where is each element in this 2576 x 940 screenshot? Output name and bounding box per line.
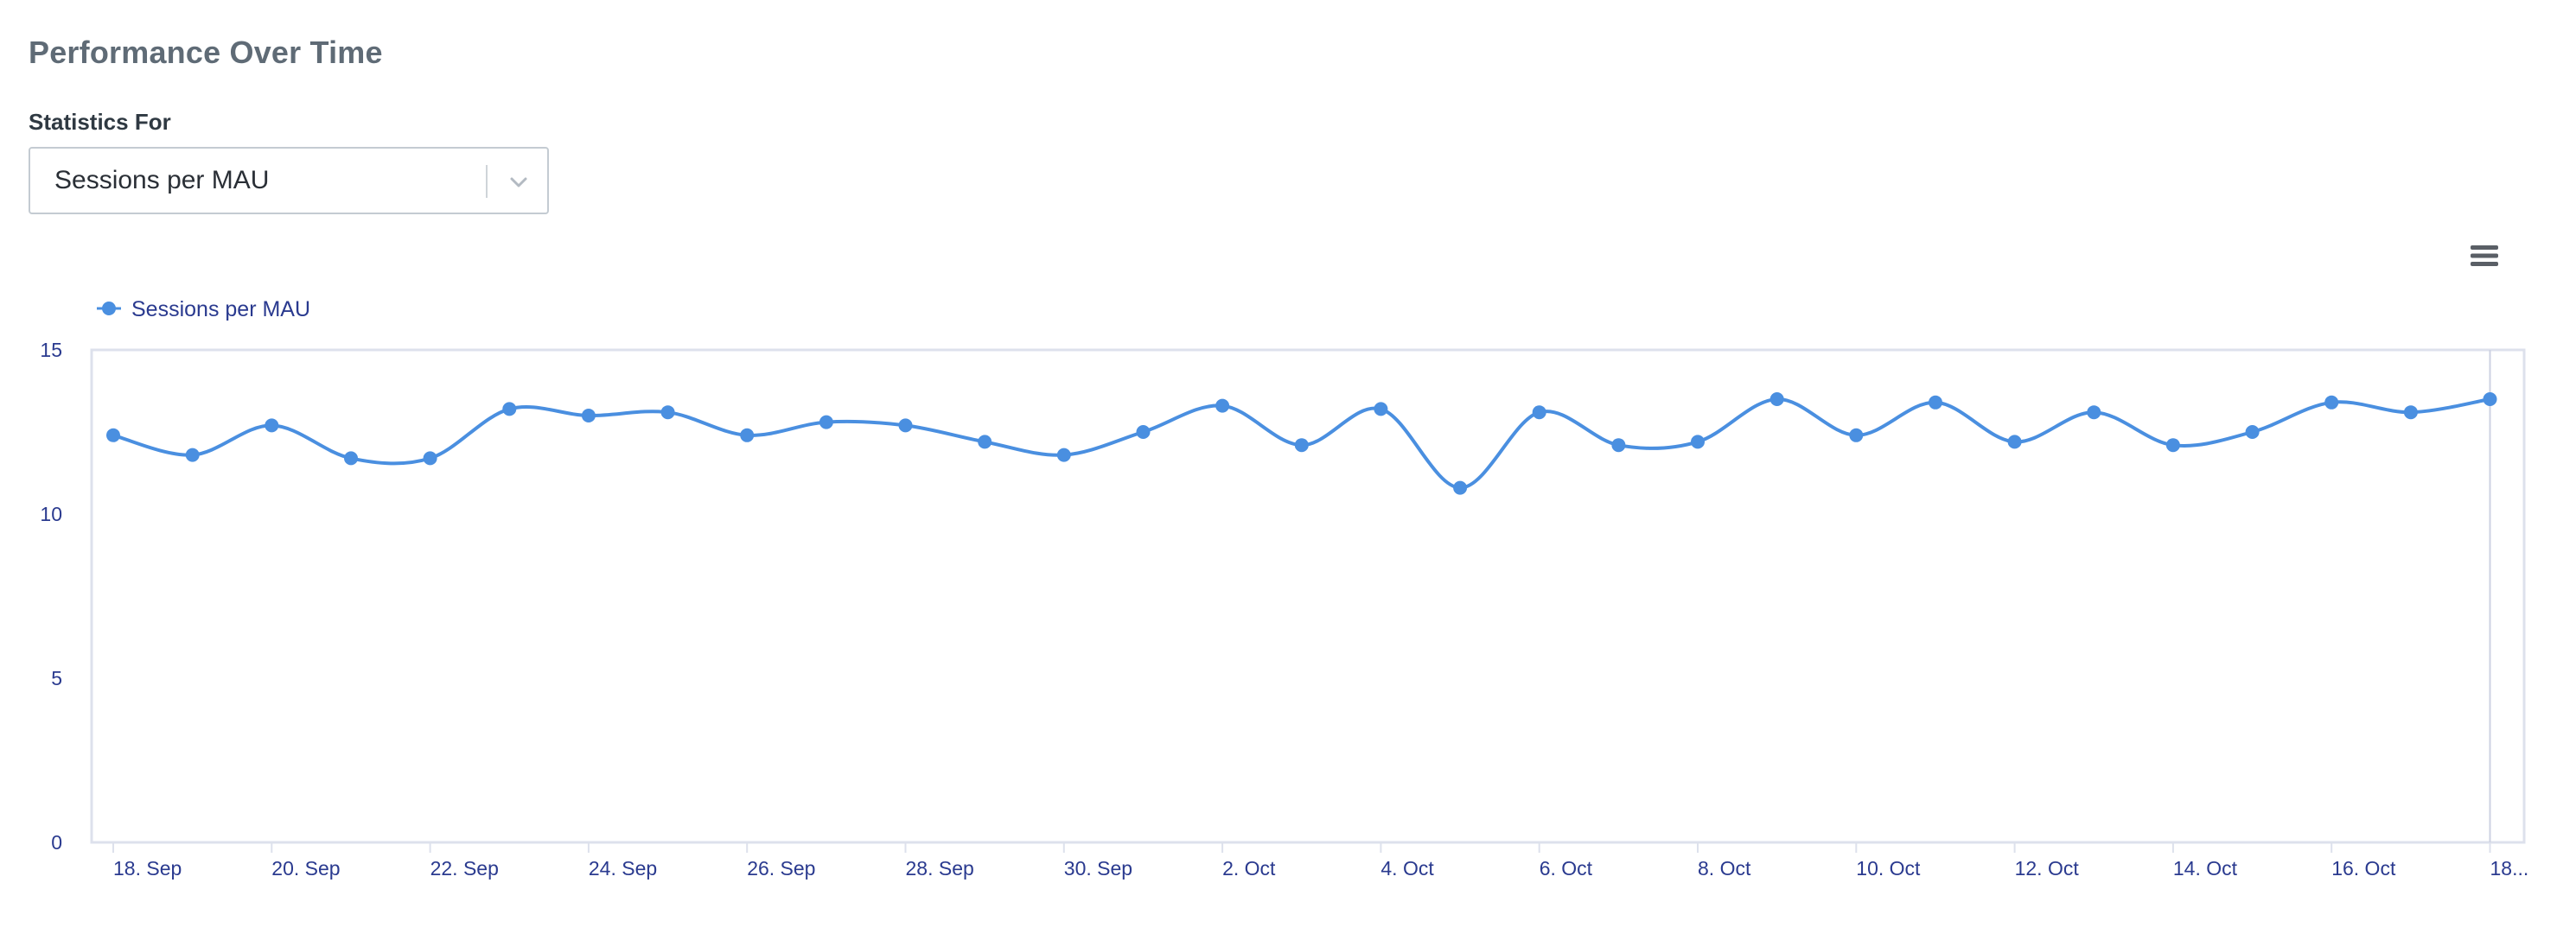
legend-series-label: Sessions per MAU: [131, 297, 310, 321]
x-axis: 18. Sep 20. Sep 22. Sep 24. Sep 26. Sep 28. S…: [112, 842, 2529, 880]
x-tick-label: 4. Oct: [1380, 857, 1434, 880]
x-tick-label: 28. Sep: [906, 857, 974, 880]
data-point[interactable]: [660, 405, 675, 420]
x-tick-label: 2. Oct: [1222, 857, 1276, 880]
data-point[interactable]: [1294, 438, 1309, 453]
x-tick-label: 26. Sep: [747, 857, 815, 880]
data-point[interactable]: [2245, 425, 2260, 439]
page-title: Performance Over Time: [29, 35, 383, 70]
y-tick-label: 10: [40, 503, 62, 525]
data-point[interactable]: [2165, 438, 2180, 453]
x-tick-label: 20. Sep: [271, 857, 340, 880]
x-tick-label: 18...: [2490, 857, 2529, 880]
x-tick-label: 22. Sep: [430, 857, 499, 880]
x-tick-label: 16. Oct: [2331, 857, 2396, 880]
data-point[interactable]: [1056, 448, 1071, 462]
data-point[interactable]: [1453, 480, 1468, 495]
x-tick-label: 8. Oct: [1698, 857, 1751, 880]
x-tick-label: 6. Oct: [1540, 857, 1593, 880]
y-tick-label: 0: [51, 831, 62, 854]
statistics-select-value: Sessions per MAU: [54, 166, 270, 194]
y-axis: 0 5 10 15: [40, 339, 62, 854]
x-tick-label: 18. Sep: [113, 857, 182, 880]
data-point[interactable]: [2483, 392, 2497, 406]
x-tick-label: 10. Oct: [1856, 857, 1921, 880]
data-point[interactable]: [1374, 402, 1388, 416]
statistics-select[interactable]: Sessions per MAU: [29, 147, 549, 214]
data-point[interactable]: [1929, 395, 1942, 410]
data-point[interactable]: [740, 428, 755, 442]
data-point[interactable]: [898, 418, 913, 433]
data-point[interactable]: [1849, 428, 1864, 442]
data-point[interactable]: [265, 418, 279, 433]
data-point[interactable]: [819, 415, 833, 429]
legend-series-swatch-marker: [102, 302, 116, 315]
data-point[interactable]: [106, 428, 120, 442]
data-point[interactable]: [1215, 398, 1230, 413]
data-point[interactable]: [185, 448, 200, 462]
y-tick-label: 5: [51, 667, 62, 689]
data-point[interactable]: [581, 409, 596, 422]
data-point[interactable]: [1611, 438, 1626, 453]
x-tick-label: 14. Oct: [2173, 857, 2238, 880]
data-point[interactable]: [978, 435, 992, 449]
y-tick-label: 15: [40, 339, 62, 361]
hamburger-icon[interactable]: [2465, 238, 2503, 273]
plot-area: [90, 348, 2526, 844]
data-point[interactable]: [423, 451, 437, 466]
data-point[interactable]: [2087, 405, 2101, 420]
x-tick-label: 30. Sep: [1064, 857, 1132, 880]
data-point[interactable]: [344, 451, 358, 466]
data-point[interactable]: [1691, 435, 1705, 449]
chevron-down-icon[interactable]: [504, 168, 533, 197]
data-point[interactable]: [1136, 425, 1151, 439]
chart-legend[interactable]: Sessions per MAU: [97, 297, 310, 321]
statistics-for-label: Statistics For: [29, 109, 171, 135]
select-divider: [486, 165, 488, 198]
data-point[interactable]: [2324, 395, 2339, 410]
data-point[interactable]: [502, 402, 517, 416]
data-point[interactable]: [2007, 435, 2022, 449]
data-point[interactable]: [2403, 405, 2418, 420]
data-point[interactable]: [1769, 392, 1784, 406]
x-tick-label: 24. Sep: [589, 857, 657, 880]
data-point[interactable]: [1532, 405, 1546, 420]
x-tick-label: 12. Oct: [2015, 857, 2080, 880]
